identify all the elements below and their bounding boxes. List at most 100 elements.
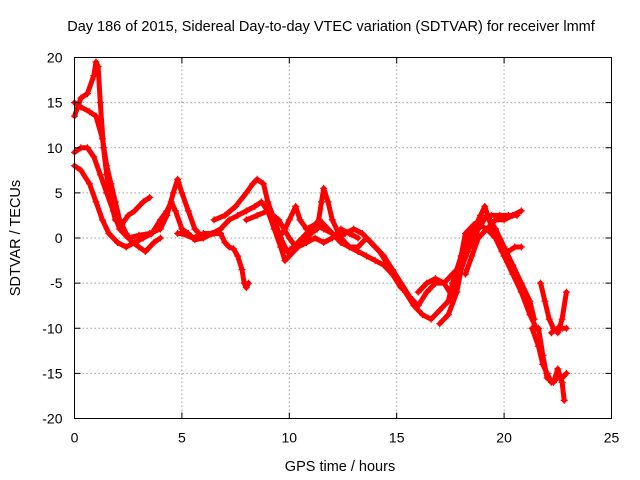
data-point [111,198,119,206]
data-point [318,198,325,206]
data-point [517,279,525,287]
data-point [257,198,265,206]
data-point [103,162,111,170]
data-point [453,288,461,296]
data-point [141,248,149,255]
data-point [184,207,192,215]
series-line [462,208,524,277]
series-track-2 [71,99,164,255]
data-point [283,248,291,255]
data-point [156,234,164,242]
data-point [131,239,139,246]
data-point [90,153,98,161]
data-point [436,320,444,328]
data-point [131,207,139,215]
data-point [103,189,111,197]
data-point [320,184,328,192]
data-point [169,189,177,197]
data-point [539,351,547,359]
data-point [146,193,154,201]
data-point [242,284,250,292]
data-point [500,216,508,224]
y-tick-label: -10 [42,320,62,336]
data-point [337,239,345,246]
data-point [178,230,186,237]
data-point [541,297,549,305]
data-point [264,207,272,215]
chart-title: Day 186 of 2015, Sidereal Day-to-day VTE… [67,19,596,35]
data-point [253,211,261,219]
data-point [320,225,328,233]
series-track-10 [461,207,525,278]
y-tick-label: 15 [47,95,63,111]
data-point [558,315,566,323]
data-point [560,396,568,404]
data-point [83,90,91,98]
data-point [363,234,371,242]
x-axis-label: GPS time / hours [285,459,395,475]
data-point [457,266,465,274]
data-point [562,324,570,332]
data-point [474,234,482,242]
data-point [296,216,304,224]
data-point [485,216,493,224]
data-point [83,144,91,152]
data-point [511,243,519,251]
data-point [92,112,100,120]
y-tick-label: 20 [47,50,63,66]
y-axis-label: SDTVAR / TECUs [8,180,24,296]
data-point [242,216,250,224]
data-point [109,207,117,215]
data-point [550,378,557,386]
data-point [371,243,379,251]
data-point [245,279,252,287]
data-point [419,311,426,319]
data-point [537,279,545,287]
data-point [174,175,182,183]
data-point [350,225,358,233]
data-point [300,239,308,246]
data-point [96,171,104,179]
data-point [414,302,422,310]
data-point [249,180,257,188]
data-point [107,180,115,188]
data-point [530,315,538,323]
data-point [371,257,379,265]
data-point [468,252,476,260]
data-point [230,245,237,253]
data-point [253,175,261,183]
data-point [509,211,517,219]
data-point [225,243,233,251]
data-point [90,72,98,80]
series-track-9 [436,202,525,328]
data-point [172,207,179,215]
data-point [363,252,371,260]
data-point [92,58,100,66]
data-point [217,225,225,233]
x-tick-label: 25 [604,430,620,446]
data-point [124,234,132,242]
data-point [238,266,246,274]
data-point [98,216,106,224]
series-track-14 [547,324,570,337]
series-track-5 [210,175,540,332]
data-point [464,248,472,255]
series-line [72,59,153,227]
series-track-12 [535,324,568,404]
data-point [477,211,484,219]
y-tick-label: 0 [55,230,63,246]
x-tick-label: 0 [71,430,79,446]
data-point [388,270,396,278]
data-point [444,297,452,305]
data-point [481,202,489,210]
data-point [251,202,259,210]
data-point [562,288,570,296]
data-point [285,252,293,260]
data-point [504,248,512,255]
data-point [86,180,93,188]
data-point [509,261,517,269]
data-point [234,252,242,260]
data-point [114,239,121,246]
data-point [232,202,240,210]
